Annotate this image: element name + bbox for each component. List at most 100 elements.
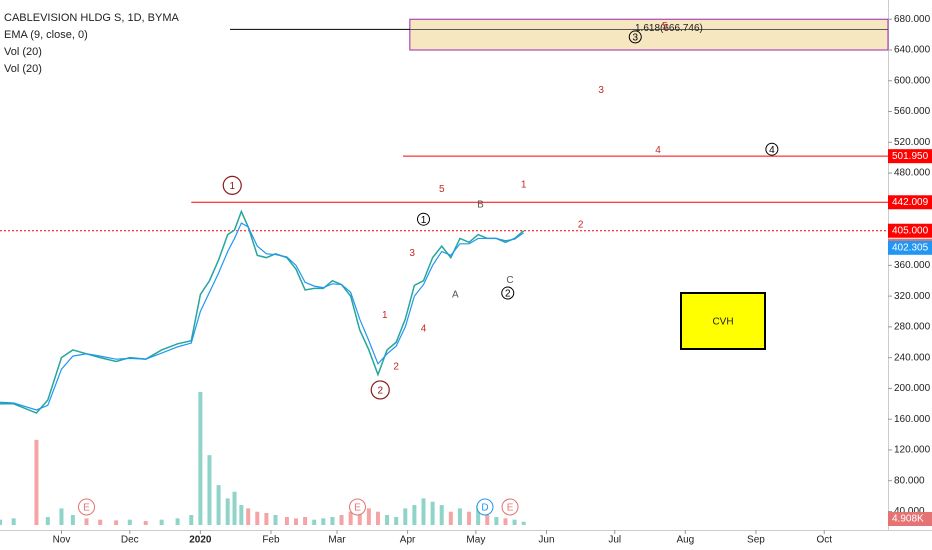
y-tick-label: 280.000	[894, 322, 931, 333]
chart-title: CABLEVISION HLDG S, 1D, BYMA	[4, 12, 179, 24]
wave-label: 2	[578, 219, 584, 230]
volume-bar	[366, 508, 371, 525]
volume-bar	[330, 517, 335, 525]
x-tick-label: Oct	[816, 535, 832, 546]
volume-bar	[448, 511, 453, 525]
wave-circle	[370, 380, 390, 400]
volume-bar	[457, 508, 462, 525]
volume-bar	[439, 505, 444, 525]
volume-bar	[339, 515, 344, 525]
event-badge	[476, 498, 494, 516]
price-tag-label: 442.009	[892, 197, 929, 208]
wave-label: 1	[229, 181, 235, 192]
wave-label: 3	[632, 33, 638, 44]
wave-circle	[765, 142, 779, 156]
wave-label: 4	[421, 323, 427, 334]
y-tick-label: 640.000	[894, 45, 931, 56]
y-tick-label: 360.000	[894, 260, 931, 271]
volume-bar	[239, 505, 244, 525]
x-tick-label: Feb	[262, 535, 280, 546]
x-tick-label: Aug	[676, 535, 694, 546]
volume-bar	[255, 511, 260, 525]
volume-bar	[512, 519, 517, 525]
volume-bar	[189, 515, 194, 525]
volume-bar	[84, 518, 89, 525]
volume-bar	[198, 392, 203, 525]
wave-label: 1	[521, 179, 527, 190]
event-label: E	[354, 503, 361, 514]
wave-label: 2	[505, 289, 511, 300]
volume-bar	[175, 518, 180, 525]
volume-bar	[348, 511, 353, 525]
wave-circle	[628, 30, 642, 44]
volume-bar	[127, 519, 132, 525]
volume-bar	[375, 511, 380, 525]
volume-bar	[264, 513, 269, 525]
y-tick-label: 240.000	[894, 352, 931, 363]
y-tick-label: 200.000	[894, 383, 931, 394]
volume-bar	[216, 485, 221, 525]
y-tick-label: 40.000	[894, 506, 925, 517]
volume-tag	[888, 512, 932, 526]
volume-bar	[294, 518, 298, 525]
volume-bar	[114, 520, 119, 525]
symbol-text: CVH	[712, 317, 733, 328]
x-tick-label: Apr	[400, 535, 416, 546]
wave-label: 5	[662, 21, 668, 32]
volume-bar	[273, 515, 278, 525]
volume-bar	[45, 517, 50, 525]
volume-bar	[98, 519, 103, 525]
x-tick-label: Jul	[608, 535, 621, 546]
volume-bar	[232, 491, 237, 525]
volume-bar	[430, 501, 435, 525]
wave-label: 2	[377, 386, 383, 397]
volume-bar	[34, 439, 39, 525]
price-tag	[888, 240, 932, 255]
wave-circle	[417, 212, 431, 226]
wave-circle	[222, 175, 242, 195]
wave-label: B	[477, 199, 484, 210]
y-tick-label: 600.000	[894, 75, 931, 86]
wave-label: 5	[439, 184, 445, 195]
volume-bar	[312, 519, 317, 525]
volume-bar	[412, 505, 417, 525]
volume-bar	[143, 521, 148, 525]
price-tag	[888, 195, 932, 210]
volume-bar	[159, 519, 164, 525]
y-tick-label: 80.000	[894, 475, 925, 486]
wave-label: A	[452, 289, 459, 300]
indicator-label: Vol (20)	[4, 46, 42, 58]
volume-bar	[0, 519, 2, 525]
y-tick-label: 120.000	[894, 445, 931, 456]
x-tick-label: Jun	[538, 535, 554, 546]
wave-label: 4	[769, 145, 775, 156]
volume-bar	[321, 518, 326, 525]
price-tag	[888, 149, 932, 164]
volume-bar	[521, 521, 526, 525]
y-tick-label: 680.000	[894, 14, 931, 25]
y-tick-label: 560.000	[894, 106, 931, 117]
x-tick-label: Dec	[121, 535, 139, 546]
price-tag-label: 501.950	[892, 151, 929, 162]
wave-label: 4	[655, 145, 661, 156]
volume-bar	[394, 517, 399, 525]
wave-circle	[501, 286, 515, 300]
volume-bar	[59, 508, 64, 525]
fib-box	[409, 18, 889, 51]
volume-bar	[494, 517, 499, 525]
x-tick-label: Nov	[53, 535, 71, 546]
wave-label: 2	[393, 362, 399, 373]
indicator-label: EMA (9, close, 0)	[4, 29, 88, 41]
y-tick-label: 160.000	[894, 414, 931, 425]
wave-label: C	[506, 275, 513, 286]
x-tick-label: May	[466, 535, 485, 546]
y-tick-label: 480.000	[894, 168, 931, 179]
indicator-label: Vol (20)	[4, 63, 42, 75]
event-badge	[78, 498, 96, 516]
y-tick-label: 520.000	[894, 137, 931, 148]
volume-bar	[303, 517, 308, 525]
event-label: E	[83, 503, 90, 514]
